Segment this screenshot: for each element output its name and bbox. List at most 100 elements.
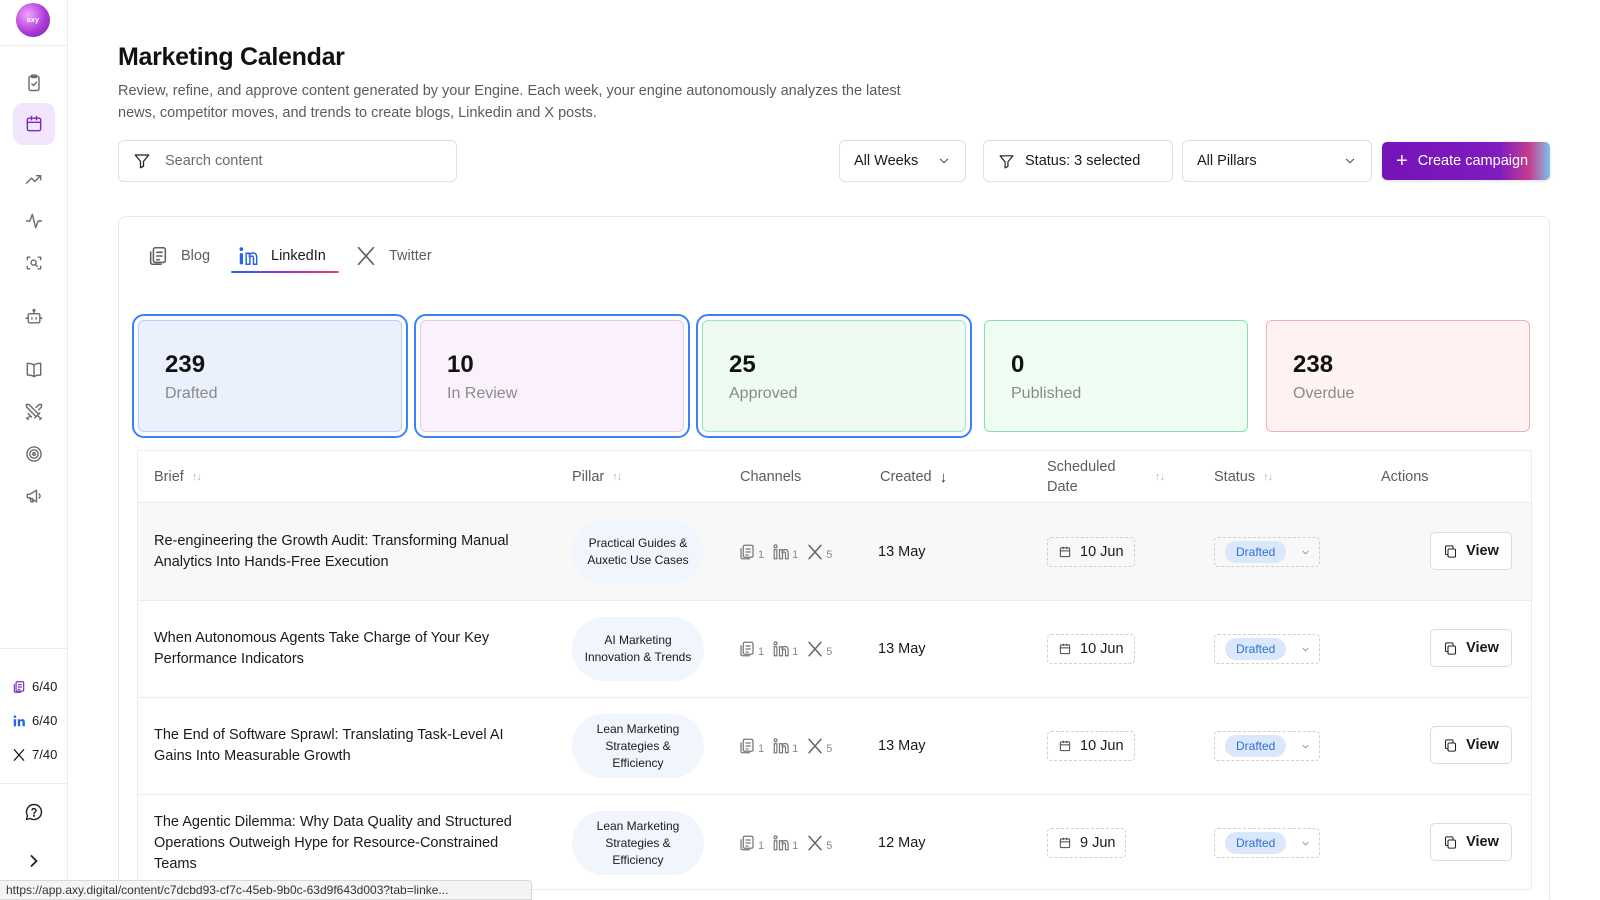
channel-x: 5 bbox=[806, 640, 832, 658]
tab-blog[interactable]: Blog bbox=[147, 236, 210, 276]
channel-blog: 1 bbox=[738, 737, 764, 755]
stat-value: 25 bbox=[729, 351, 756, 378]
scheduled-date-picker[interactable]: 10 Jun bbox=[1047, 537, 1135, 567]
status-dropdown[interactable]: Drafted bbox=[1214, 731, 1320, 761]
divider bbox=[0, 783, 68, 784]
column-label: Status bbox=[1214, 469, 1256, 485]
scheduled-date-value: 9 Jun bbox=[1080, 835, 1116, 851]
channel-x-count: 5 bbox=[826, 743, 833, 755]
channel-x: 5 bbox=[806, 543, 832, 561]
view-button[interactable]: View bbox=[1430, 532, 1512, 570]
sort-icon: ↑↓ bbox=[612, 471, 622, 483]
chevron-down-icon bbox=[1302, 841, 1309, 845]
nav-growth[interactable] bbox=[13, 158, 55, 200]
status-filter-button[interactable]: Status: 3 selected bbox=[983, 140, 1173, 182]
tab-linkedin-label: LinkedIn bbox=[271, 248, 326, 264]
nav-goals[interactable] bbox=[13, 433, 55, 475]
plus-icon: + bbox=[1396, 150, 1408, 172]
table-row[interactable]: The Agentic Dilemma: Why Data Quality an… bbox=[138, 794, 1531, 889]
calendar-icon bbox=[1059, 546, 1071, 558]
nav-content-review[interactable] bbox=[13, 62, 55, 104]
chevron-down-icon bbox=[1302, 744, 1309, 748]
create-campaign-button[interactable]: + Create campaign bbox=[1382, 142, 1550, 180]
row-brief[interactable]: Re-engineering the Growth Audit: Transfo… bbox=[154, 533, 509, 570]
column-header-brief[interactable]: Brief ↑↓ bbox=[154, 451, 202, 503]
table-header: Brief ↑↓ Pillar ↑↓ Channels Created ↓ Sc… bbox=[138, 451, 1531, 503]
row-brief[interactable]: The End of Software Sprawl: Translating … bbox=[154, 727, 504, 764]
scan-search-icon bbox=[26, 256, 42, 270]
channel-blog-count: 1 bbox=[758, 549, 765, 561]
blog-icon bbox=[740, 641, 754, 657]
channel-blog: 1 bbox=[738, 640, 764, 658]
sort-desc-icon: ↓ bbox=[939, 468, 947, 486]
row-created-date: 13 May bbox=[878, 544, 926, 560]
clipboard-check-icon bbox=[28, 74, 40, 92]
stat-card-drafted[interactable]: 239 Drafted bbox=[132, 314, 408, 438]
chevron-down-icon bbox=[1302, 647, 1309, 651]
status-dropdown[interactable]: Drafted bbox=[1214, 828, 1320, 858]
nav-activity[interactable] bbox=[13, 200, 55, 242]
column-label: Pillar bbox=[572, 469, 605, 485]
row-brief[interactable]: The Agentic Dilemma: Why Data Quality an… bbox=[154, 813, 512, 872]
status-dropdown[interactable]: Drafted bbox=[1214, 634, 1320, 664]
stat-card-published[interactable]: 0 Published bbox=[984, 320, 1248, 432]
status-badge: Drafted bbox=[1225, 832, 1287, 854]
channel-linkedin-count: 1 bbox=[792, 743, 799, 755]
quota-linkedin: 6/40 bbox=[12, 713, 57, 728]
view-button[interactable]: View bbox=[1430, 726, 1512, 764]
table-row[interactable]: When Autonomous Agents Take Charge of Yo… bbox=[138, 600, 1531, 698]
expand-sidebar-button[interactable] bbox=[13, 840, 55, 882]
help-button[interactable] bbox=[13, 791, 55, 833]
calendar-icon bbox=[1059, 643, 1071, 655]
scheduled-date-picker[interactable]: 10 Jun bbox=[1047, 731, 1135, 761]
calendar-icon bbox=[1059, 740, 1071, 752]
nav-marketing-calendar[interactable] bbox=[13, 103, 55, 145]
status-dropdown[interactable]: Drafted bbox=[1214, 537, 1320, 567]
search-input[interactable] bbox=[165, 153, 425, 169]
table-row[interactable]: Re-engineering the Growth Audit: Transfo… bbox=[138, 503, 1531, 601]
scheduled-date-picker[interactable]: 9 Jun bbox=[1047, 828, 1127, 858]
column-header-scheduled[interactable]: Scheduled Date ↑↓ bbox=[1047, 451, 1165, 503]
search-box[interactable] bbox=[118, 140, 457, 182]
nav-library[interactable] bbox=[13, 349, 55, 391]
trending-up-icon bbox=[25, 174, 42, 184]
active-tab-indicator bbox=[231, 271, 339, 273]
stat-card-overdue[interactable]: 238 Overdue bbox=[1266, 320, 1530, 432]
channel-linkedin-count: 1 bbox=[792, 646, 799, 658]
channel-blog: 1 bbox=[738, 834, 764, 852]
linkedin-icon bbox=[773, 738, 789, 754]
tab-twitter[interactable]: Twitter bbox=[355, 236, 432, 276]
scheduled-date-value: 10 Jun bbox=[1080, 641, 1124, 657]
weeks-select[interactable]: All Weeks bbox=[839, 140, 966, 182]
view-button-label: View bbox=[1466, 543, 1499, 559]
scheduled-date-picker[interactable]: 10 Jun bbox=[1047, 634, 1135, 664]
nav-agents[interactable] bbox=[13, 296, 55, 338]
logo[interactable]: axy bbox=[16, 3, 50, 37]
column-header-created[interactable]: Created ↓ bbox=[880, 451, 947, 503]
stat-card-approved[interactable]: 25 Approved bbox=[696, 314, 972, 438]
view-button[interactable]: View bbox=[1430, 823, 1512, 861]
tab-linkedin[interactable]: LinkedIn bbox=[237, 236, 326, 276]
pillars-select-value: All Pillars bbox=[1197, 153, 1257, 169]
target-icon bbox=[26, 446, 42, 462]
channel-linkedin: 1 bbox=[772, 737, 798, 755]
row-brief[interactable]: When Autonomous Agents Take Charge of Yo… bbox=[154, 630, 490, 667]
view-button[interactable]: View bbox=[1430, 629, 1512, 667]
view-button-label: View bbox=[1466, 834, 1499, 850]
nav-competitors[interactable] bbox=[13, 391, 55, 433]
swords-icon bbox=[25, 403, 43, 421]
nav-campaigns[interactable] bbox=[13, 475, 55, 517]
nav-scan[interactable] bbox=[13, 242, 55, 284]
table-row[interactable]: The End of Software Sprawl: Translating … bbox=[138, 697, 1531, 795]
column-header-pillar[interactable]: Pillar ↑↓ bbox=[572, 451, 622, 503]
pillar-badge: Lean Marketing Strategies & Efficiency bbox=[572, 811, 704, 875]
pillars-select[interactable]: All Pillars bbox=[1182, 140, 1372, 182]
column-header-status[interactable]: Status ↑↓ bbox=[1214, 451, 1273, 503]
stat-card-in-review[interactable]: 10 In Review bbox=[414, 314, 690, 438]
status-badge: Drafted bbox=[1225, 638, 1287, 660]
pillar-badge: Practical Guides & Auxetic Use Cases bbox=[572, 520, 704, 584]
blog-icon bbox=[740, 738, 754, 754]
megaphone-icon bbox=[26, 489, 41, 503]
tab-twitter-label: Twitter bbox=[389, 248, 432, 264]
